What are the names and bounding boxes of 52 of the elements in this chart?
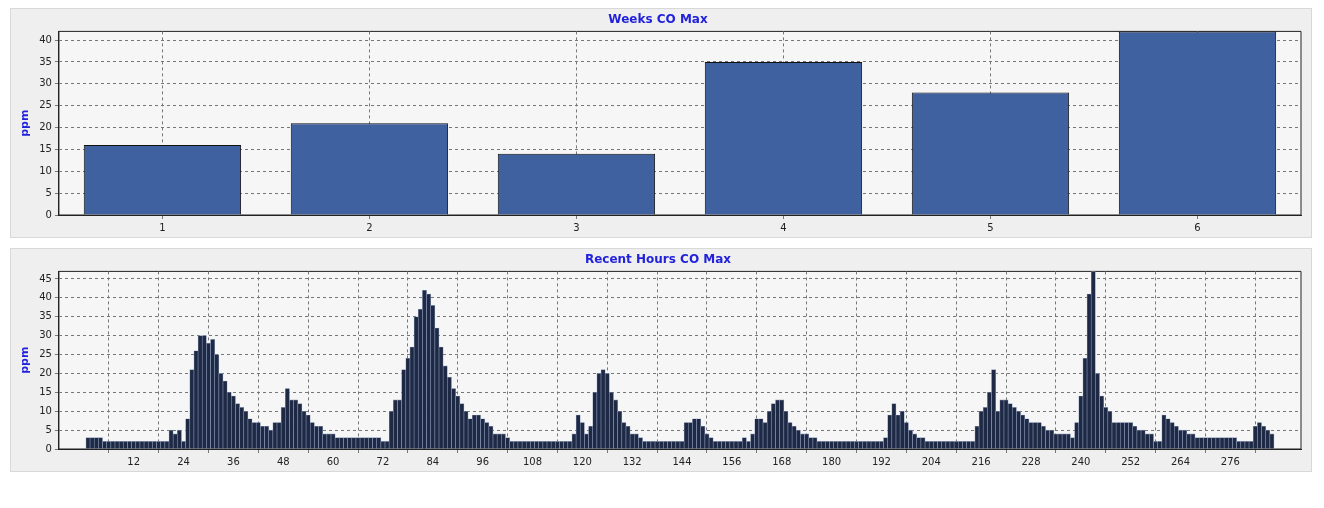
y-tick-label: 30 bbox=[39, 77, 52, 89]
x-tick-label: 4 bbox=[780, 221, 787, 233]
y-tick-label: 15 bbox=[39, 385, 52, 397]
x-tick-label: 264 bbox=[1170, 455, 1191, 467]
x-tick-label: 144 bbox=[672, 455, 692, 467]
x-tick-label: 132 bbox=[622, 455, 642, 467]
y-tick-label: 0 bbox=[45, 442, 52, 454]
x-tick-label: 168 bbox=[772, 455, 792, 467]
x-tick-label: 192 bbox=[871, 455, 891, 467]
x-tick-label: 228 bbox=[1021, 455, 1041, 467]
y-tick-label: 35 bbox=[39, 310, 52, 322]
x-tick-label: 108 bbox=[522, 455, 543, 467]
x-tick-label: 120 bbox=[572, 455, 592, 467]
y-tick-label: 45 bbox=[39, 272, 52, 284]
y-tick-label: 5 bbox=[45, 186, 52, 198]
y-tick-label: 30 bbox=[39, 329, 52, 341]
x-tick-label: 2 bbox=[366, 221, 373, 233]
x-tick-label: 3 bbox=[573, 221, 580, 233]
y-tick-label: 40 bbox=[39, 33, 52, 45]
y-tick-label: 40 bbox=[39, 291, 52, 303]
y-tick-label: 10 bbox=[39, 164, 52, 176]
x-tick-label: 156 bbox=[722, 455, 742, 467]
x-tick-label: 60 bbox=[326, 455, 340, 467]
y-axis-title: ppm bbox=[18, 346, 32, 374]
x-tick-label: 252 bbox=[1121, 455, 1141, 467]
x-tick-label: 5 bbox=[987, 221, 994, 233]
x-tick-label: 276 bbox=[1220, 455, 1240, 467]
y-tick-label: 25 bbox=[39, 348, 52, 360]
y-tick-label: 20 bbox=[39, 367, 52, 379]
x-tick-label: 48 bbox=[276, 455, 290, 467]
y-tick-label: 25 bbox=[39, 99, 52, 111]
x-tick-label: 12 bbox=[127, 455, 141, 467]
y-tick-label: 5 bbox=[45, 423, 52, 435]
chart-title: Recent Hours CO Max bbox=[584, 252, 732, 267]
y-tick-label: 0 bbox=[45, 208, 52, 220]
x-tick-label: 72 bbox=[376, 455, 390, 467]
y-tick-label: 10 bbox=[39, 404, 52, 416]
x-tick-label: 216 bbox=[971, 455, 991, 467]
y-tick-label: 35 bbox=[39, 55, 52, 67]
x-tick-label: 1 bbox=[159, 221, 166, 233]
y-tick-label: 20 bbox=[39, 121, 52, 133]
x-tick-label: 84 bbox=[426, 455, 440, 467]
x-tick-label: 36 bbox=[227, 455, 240, 467]
x-tick-label: 24 bbox=[177, 455, 190, 467]
y-tick-label: 15 bbox=[39, 143, 52, 155]
x-tick-label: 204 bbox=[921, 455, 941, 467]
y-axis-title: ppm bbox=[18, 109, 32, 137]
chart-title: Weeks CO Max bbox=[608, 12, 708, 27]
x-tick-label: 6 bbox=[1194, 221, 1201, 233]
x-tick-label: 240 bbox=[1071, 455, 1091, 467]
x-tick-label: 180 bbox=[822, 455, 842, 467]
x-tick-label: 96 bbox=[476, 455, 490, 467]
